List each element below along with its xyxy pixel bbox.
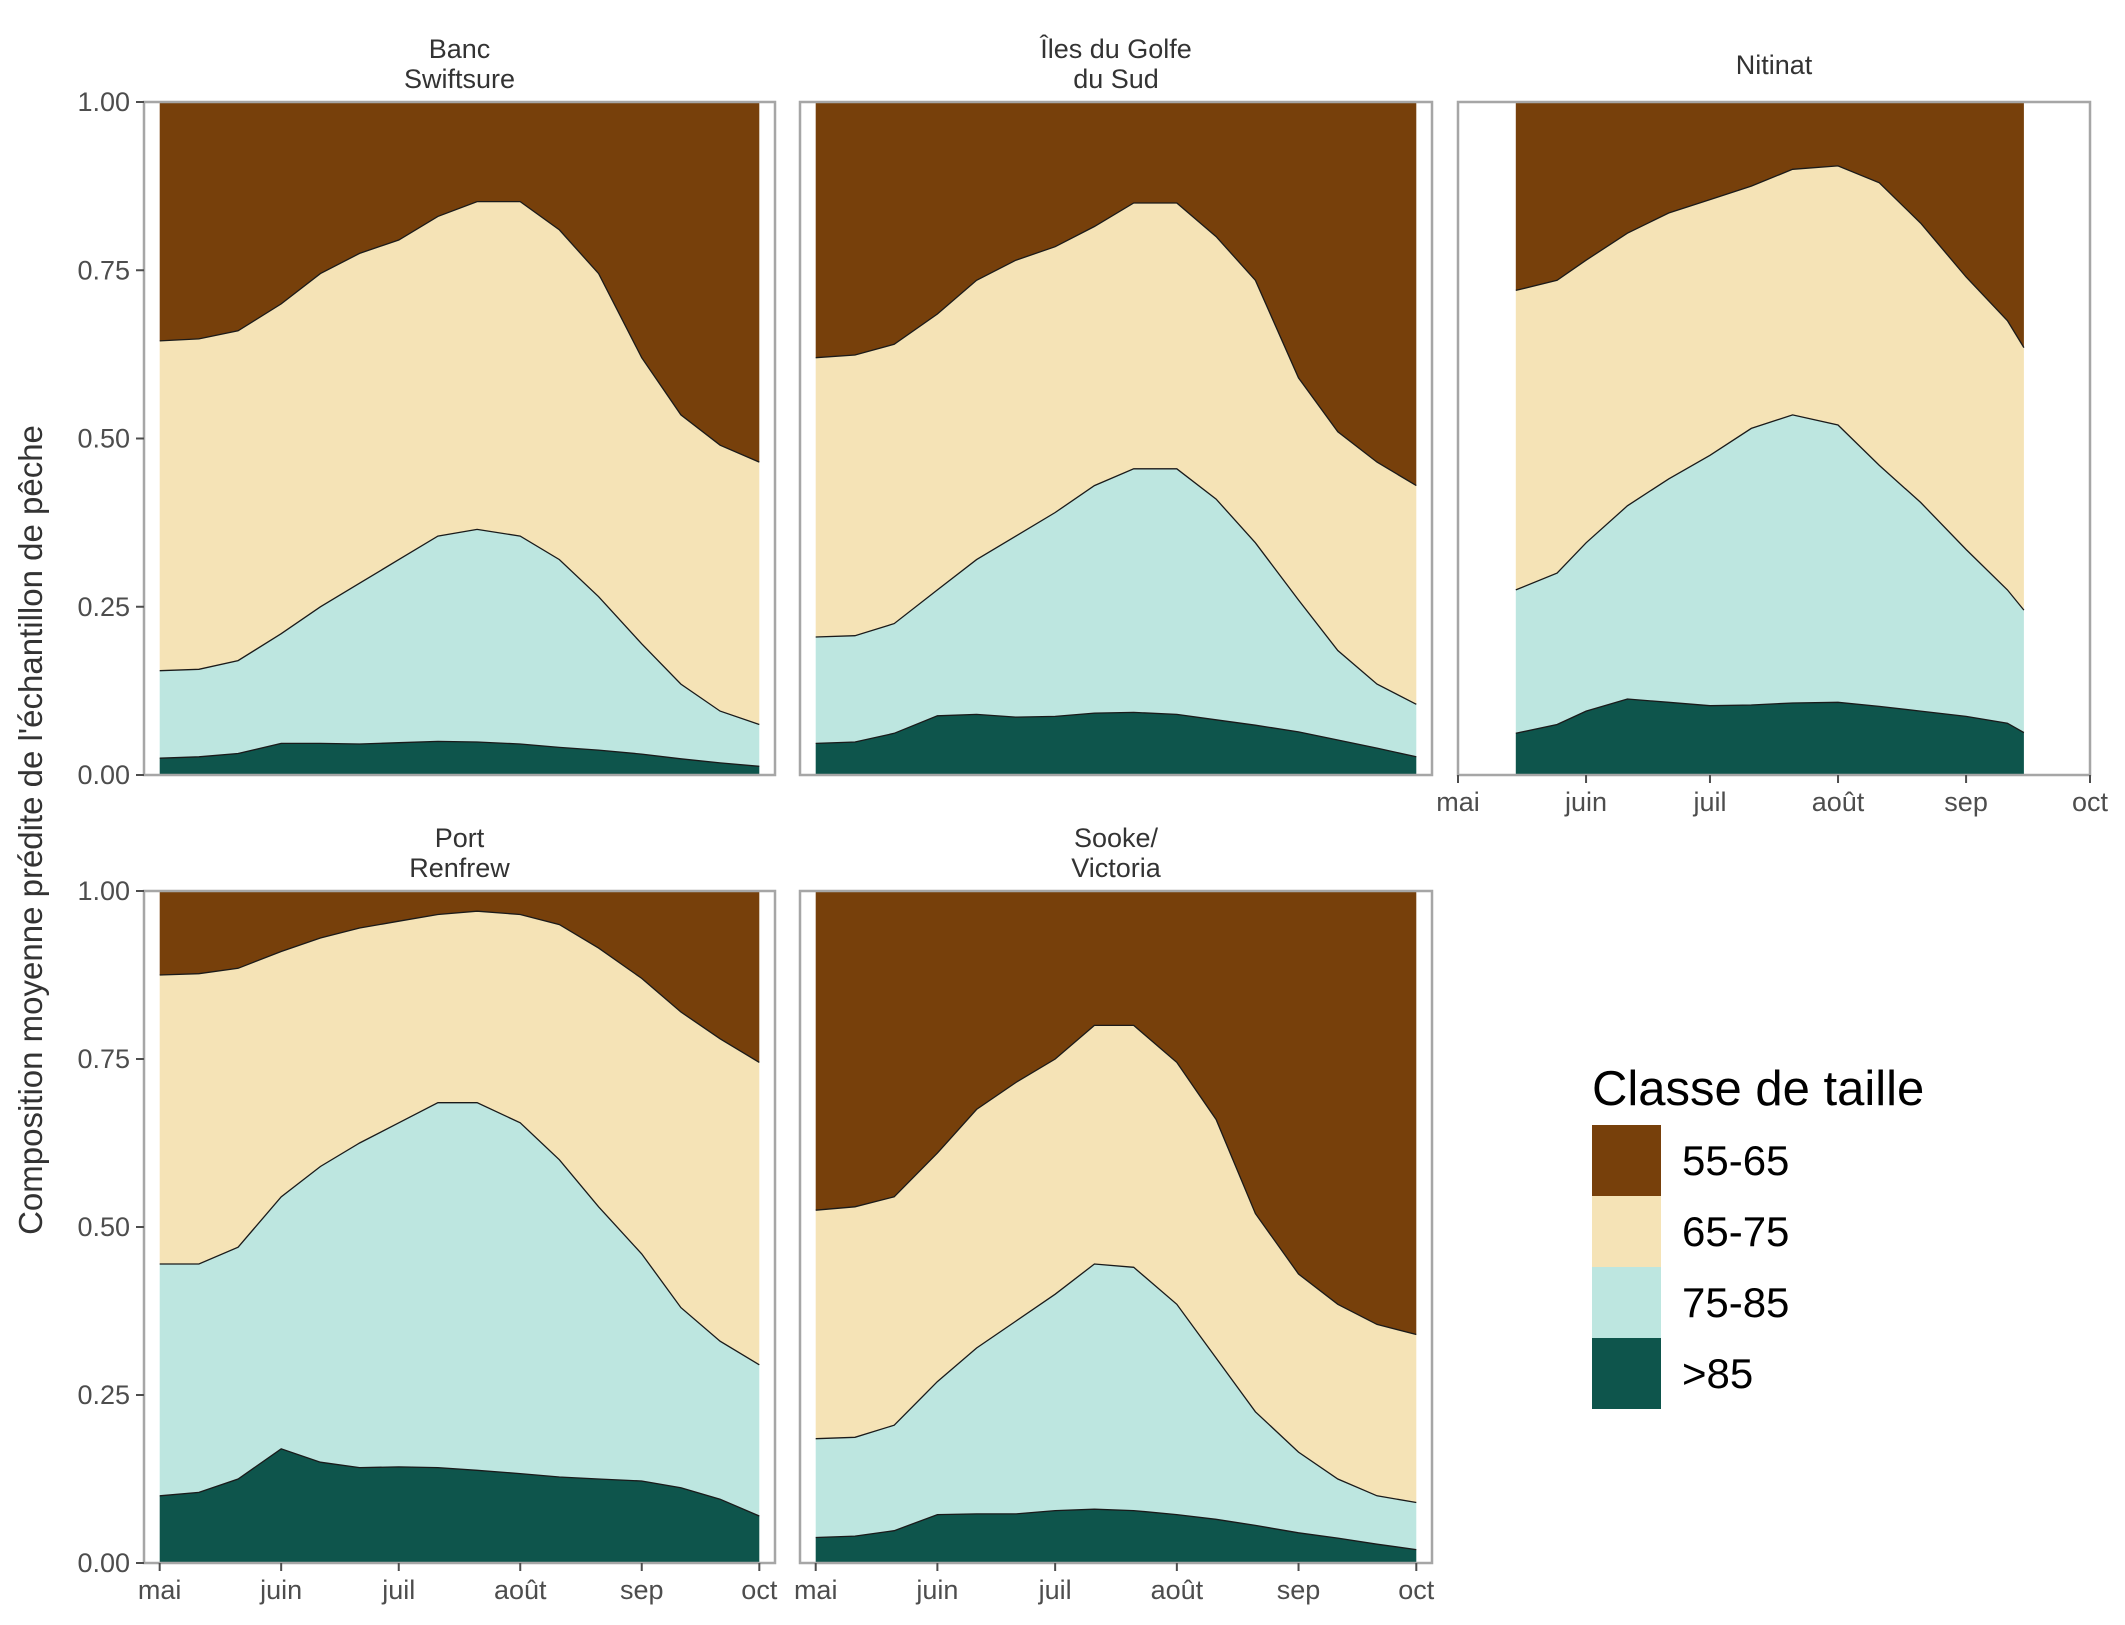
boundary-line-1 [159, 1448, 760, 1517]
panel-5: Sooke/Victoria mai juin juil août sep oct [794, 823, 1435, 1605]
x-tick-label: mai [138, 1575, 182, 1605]
area-75-85 [159, 529, 760, 767]
panel-title-line: Swiftsure [404, 64, 515, 94]
x-tick-label: juil [1692, 787, 1726, 817]
boundary-line-1 [1515, 698, 2025, 734]
x-tick-label: août [1812, 787, 1865, 817]
legend-label-1: 55-65 [1682, 1137, 1789, 1184]
area-65-75 [159, 911, 760, 1365]
panel-title-line: Renfrew [409, 853, 510, 883]
boundary-line-2 [1515, 414, 2025, 611]
x-tick-label: août [1151, 1575, 1204, 1605]
x-tick-label: juin [1564, 787, 1607, 817]
boundary-line-3 [815, 1024, 1417, 1336]
panel-title-line: du Sud [1073, 64, 1159, 94]
panel-title-line: Nitinat [1736, 50, 1813, 80]
legend-title: Classe de taille [1592, 1062, 1924, 1116]
x-tick-label: août [494, 1575, 547, 1605]
x-tick-label: oct [741, 1575, 778, 1605]
boundary-line-3 [1515, 165, 2025, 348]
area-55-65 [159, 891, 760, 1063]
legend: Classe de taille 55-65 65-75 75-85 >85 [1592, 1062, 1924, 1409]
boundary-line-1 [815, 711, 1417, 758]
area-55-65 [1515, 102, 2024, 348]
boundary-line-2 [159, 528, 760, 726]
x-tick-label: sep [620, 1575, 664, 1605]
area-gt85 [159, 1448, 760, 1563]
legend-swatch-4 [1592, 1338, 1661, 1409]
boundary-line-3 [159, 200, 760, 463]
boundary-line-3 [815, 202, 1417, 487]
y-tick-label: 0.75 [77, 255, 130, 285]
x-tick-label: juin [259, 1575, 302, 1605]
x-tick-label: sep [1944, 787, 1988, 817]
boundary-line-1 [815, 1508, 1417, 1551]
panel-title-line: Port [435, 823, 485, 853]
y-tick-label: 0.50 [77, 1212, 130, 1242]
x-tick-label: juil [381, 1575, 415, 1605]
x-tick-label: oct [1398, 1575, 1435, 1605]
y-tick-label: 1.00 [77, 87, 130, 117]
x-tick-label: juil [1038, 1575, 1072, 1605]
panel-title-line: Victoria [1071, 853, 1162, 883]
area-gt85 [815, 1509, 1417, 1563]
panel-title-line: Banc [429, 34, 491, 64]
area-75-85 [1515, 414, 2024, 734]
area-65-75 [1515, 165, 2024, 611]
legend-label-2: 65-75 [1682, 1208, 1789, 1255]
panel-title-line: Sooke/ [1074, 823, 1159, 853]
legend-label-3: 75-85 [1682, 1279, 1789, 1326]
area-65-75 [815, 203, 1417, 705]
y-tick-label: 1.00 [77, 876, 130, 906]
panel-title-line: Îles du Golfe [1039, 33, 1192, 64]
legend-swatch-1 [1592, 1125, 1661, 1196]
area-55-65 [159, 102, 760, 463]
x-tick-label: sep [1277, 1575, 1321, 1605]
area-gt85 [159, 741, 760, 775]
area-65-75 [159, 201, 760, 725]
legend-swatch-2 [1592, 1196, 1661, 1267]
area-gt85 [1515, 699, 2024, 775]
boundary-line-1 [159, 740, 760, 767]
legend-swatch-3 [1592, 1267, 1661, 1338]
x-tick-label: oct [2072, 787, 2109, 817]
y-tick-label: 0.25 [77, 1380, 130, 1410]
y-axis-label: Composition moyenne prédite de l'échanti… [12, 425, 49, 1235]
area-55-65 [815, 891, 1417, 1335]
y-tick-label: 0.50 [77, 424, 130, 454]
y-tick-label: 0.00 [77, 760, 130, 790]
y-tick-label: 0.75 [77, 1044, 130, 1074]
area-75-85 [815, 468, 1417, 757]
boundary-line-2 [815, 468, 1417, 705]
x-tick-label: mai [1436, 787, 1480, 817]
panel-border [798, 889, 1434, 1565]
area-75-85 [815, 1264, 1417, 1550]
x-tick-label: juin [915, 1575, 958, 1605]
panel-border [1456, 100, 2092, 777]
x-tick-label: mai [794, 1575, 838, 1605]
area-75-85 [159, 1102, 760, 1516]
panel-3: Nitinat mai juin juil août sep oct [1436, 50, 2108, 817]
legend-label-4: >85 [1682, 1350, 1753, 1397]
area-55-65 [815, 102, 1417, 486]
area-gt85 [815, 712, 1417, 775]
boundary-line-3 [159, 910, 760, 1063]
panel-border [798, 100, 1434, 777]
area-65-75 [815, 1025, 1417, 1503]
boundary-line-2 [159, 1102, 760, 1366]
y-tick-label: 0.00 [77, 1548, 130, 1578]
boundary-line-2 [815, 1263, 1417, 1504]
y-tick-label: 0.25 [77, 592, 130, 622]
